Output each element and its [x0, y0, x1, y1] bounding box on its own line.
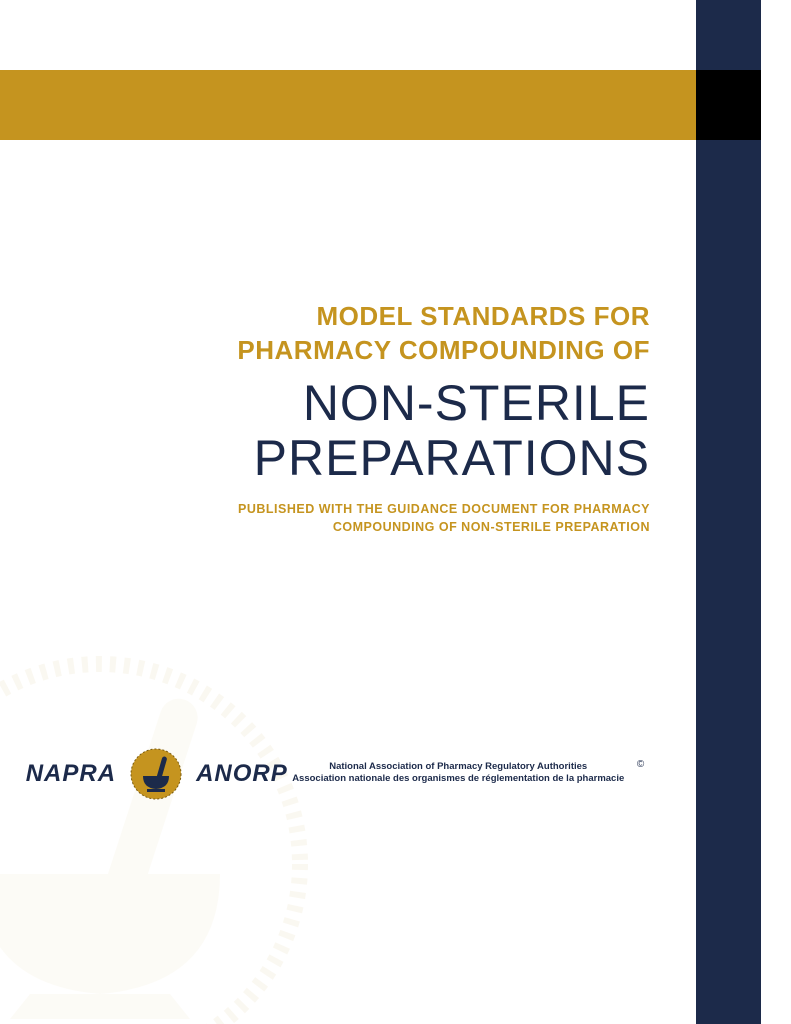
logo-row: NAPRA ANORP — [26, 748, 288, 800]
caption-line-1: PUBLISHED WITH THE GUIDANCE DOCUMENT FOR… — [238, 502, 650, 516]
subtitle-line-1: MODEL STANDARDS FOR — [316, 301, 650, 331]
caption: PUBLISHED WITH THE GUIDANCE DOCUMENT FOR… — [60, 500, 650, 538]
logo-text-left: NAPRA — [26, 760, 116, 788]
org-name-en: National Association of Pharmacy Regulat… — [329, 761, 587, 772]
caption-line-2: COMPOUNDING OF NON-STERILE PREPARATION — [333, 520, 650, 534]
main-title-line-2: PREPARATIONS — [254, 430, 650, 486]
top-black-bar — [696, 70, 761, 140]
title-block: MODEL STANDARDS FOR PHARMACY COMPOUNDING… — [60, 300, 650, 537]
logo-block: NAPRA ANORP National Association of Phar… — [0, 748, 650, 800]
cover-page: MODEL STANDARDS FOR PHARMACY COMPOUNDING… — [0, 0, 791, 1024]
org-name-block: National Association of Pharmacy Regulat… — [292, 753, 624, 786]
mortar-pestle-medallion-icon — [130, 748, 182, 800]
subtitle: MODEL STANDARDS FOR PHARMACY COMPOUNDING… — [60, 300, 650, 368]
subtitle-line-2: PHARMACY COMPOUNDING OF — [237, 335, 650, 365]
top-gold-bar — [0, 70, 696, 140]
main-title-line-1: NON-STERILE — [303, 375, 650, 431]
logo-text-right: ANORP — [196, 760, 288, 788]
right-vertical-bar — [696, 0, 761, 1024]
copyright-mark: © — [637, 759, 644, 770]
mortar-pestle-watermark-icon — [0, 654, 310, 1024]
main-title: NON-STERILE PREPARATIONS — [60, 376, 650, 486]
org-name-fr: Association nationale des organismes de … — [292, 773, 624, 784]
